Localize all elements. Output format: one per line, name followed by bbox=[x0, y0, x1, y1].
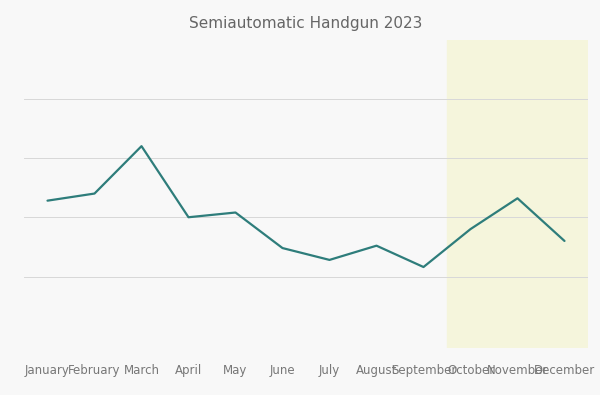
Title: Semiautomatic Handgun 2023: Semiautomatic Handgun 2023 bbox=[190, 16, 422, 31]
Bar bbox=[447, 40, 588, 348]
